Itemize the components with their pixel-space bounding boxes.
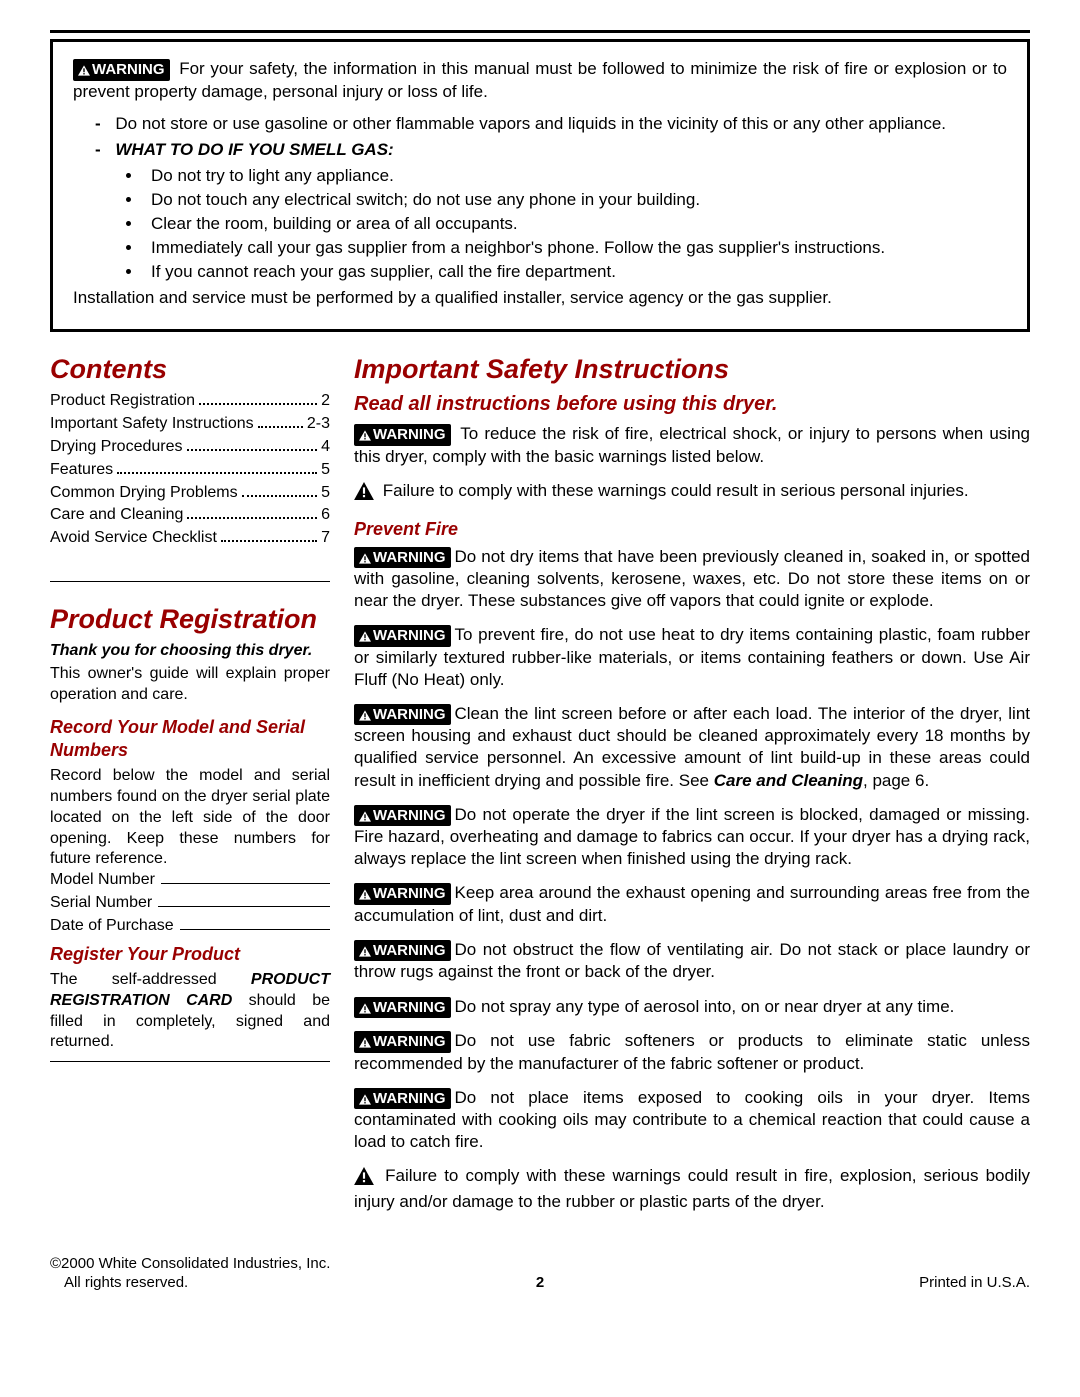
warning-badge: WARNING [354, 805, 451, 827]
smell-gas-heading: WHAT TO DO IF YOU SMELL GAS: [115, 140, 393, 159]
toc-row: Care and Cleaning6 [50, 505, 330, 526]
thankyou-line: Thank you for choosing this dryer. [50, 641, 330, 662]
model-label: Model Number [50, 870, 155, 891]
warning-item: WARNINGDo not dry items that have been p… [354, 546, 1030, 613]
safety-subtitle: Read all instructions before using this … [354, 391, 1030, 417]
registration-title: Product Registration [50, 602, 330, 637]
bullet-list: Do not try to light any appliance. Do no… [73, 165, 1007, 283]
warning-badge: WARNING [354, 883, 451, 905]
warning-badge: WARNING [354, 1088, 451, 1110]
fill-line [161, 883, 330, 884]
page-number: 2 [536, 1273, 544, 1293]
contents-title: Contents [50, 352, 330, 387]
register-text: The self-addressed PRODUCT REGISTRATION … [50, 970, 330, 1053]
fill-line [158, 906, 330, 907]
dash-item-text: Do not store or use gasoline or other fl… [115, 114, 946, 133]
top-warning-box: WARNING For your safety, the information… [50, 39, 1030, 332]
two-column-layout: Contents Product Registration2 Important… [50, 352, 1030, 1213]
warning-item: WARNINGClean the lint screen before or a… [354, 703, 1030, 792]
warning-badge: WARNING [354, 704, 451, 726]
record-heading: Record Your Model and Serial Numbers [50, 716, 330, 763]
install-note: Installation and service must be perform… [73, 287, 1007, 309]
serial-number-field[interactable]: Serial Number [50, 893, 330, 914]
warning-intro: WARNING For your safety, the information… [73, 58, 1007, 103]
warning-badge-text: WARNING [92, 61, 165, 78]
warning-item: WARNINGDo not place items exposed to coo… [354, 1087, 1030, 1154]
dash-list: Do not store or use gasoline or other fl… [73, 113, 1007, 161]
warning-item: WARNINGDo not operate the dryer if the l… [354, 804, 1030, 871]
caution-triangle-icon [354, 482, 374, 506]
warning-item: WARNINGDo not use fabric softeners or pr… [354, 1030, 1030, 1075]
top-rule [50, 30, 1030, 33]
caution-line: Failure to comply with these warnings co… [354, 1165, 1030, 1213]
separator [50, 581, 330, 582]
registration-intro: This owner's guide will explain proper o… [50, 664, 330, 706]
caution-triangle-icon [354, 1167, 374, 1191]
safety-intro: WARNING To reduce the risk of fire, elec… [354, 423, 1030, 468]
warning-badge: WARNING [354, 625, 451, 647]
date-label: Date of Purchase [50, 916, 174, 937]
toc-row: Important Safety Instructions2-3 [50, 414, 330, 435]
toc-row: Avoid Service Checklist7 [50, 528, 330, 549]
separator [50, 1061, 330, 1062]
bullet-item: Do not try to light any appliance. [143, 165, 1007, 187]
bullet-item: Do not touch any electrical switch; do n… [143, 189, 1007, 211]
dash-item: Do not store or use gasoline or other fl… [73, 113, 1007, 135]
warning-item: WARNINGDo not spray any type of aerosol … [354, 996, 1030, 1019]
toc-row: Common Drying Problems5 [50, 483, 330, 504]
warning-badge: WARNING [354, 940, 451, 962]
toc: Product Registration2 Important Safety I… [50, 391, 330, 549]
warning-item: WARNINGKeep area around the exhaust open… [354, 882, 1030, 927]
bullet-item: Clear the room, building or area of all … [143, 213, 1007, 235]
safety-title: Important Safety Instructions [354, 352, 1030, 387]
footer-copyright: ©2000 White Consolidated Industries, Inc… [50, 1254, 330, 1293]
date-purchase-field[interactable]: Date of Purchase [50, 916, 330, 937]
model-number-field[interactable]: Model Number [50, 870, 330, 891]
fill-line [180, 929, 330, 930]
serial-label: Serial Number [50, 893, 152, 914]
record-text: Record below the model and serial number… [50, 766, 330, 870]
toc-row: Product Registration2 [50, 391, 330, 412]
warning-badge: WARNING [354, 1031, 451, 1053]
warning-badge: WARNING [354, 997, 451, 1019]
right-column: Important Safety Instructions Read all i… [354, 352, 1030, 1213]
footer-printed: Printed in U.S.A. [919, 1273, 1030, 1293]
warning-item: WARNINGDo not obstruct the flow of venti… [354, 939, 1030, 984]
caution-line: Failure to comply with these warnings co… [354, 480, 1030, 506]
dash-item: WHAT TO DO IF YOU SMELL GAS: [73, 139, 1007, 161]
left-column: Contents Product Registration2 Important… [50, 352, 330, 1213]
toc-row: Drying Procedures4 [50, 437, 330, 458]
register-product-heading: Register Your Product [50, 943, 330, 966]
toc-row: Features5 [50, 460, 330, 481]
prevent-fire-heading: Prevent Fire [354, 518, 1030, 541]
warning-intro-text: For your safety, the information in this… [73, 59, 1007, 101]
warning-badge: WARNING [354, 547, 451, 569]
warning-item: WARNINGTo prevent fire, do not use heat … [354, 624, 1030, 691]
warning-badge: WARNING [354, 424, 451, 446]
footer: ©2000 White Consolidated Industries, Inc… [50, 1254, 1030, 1293]
bullet-item: If you cannot reach your gas supplier, c… [143, 261, 1007, 283]
warning-badge: WARNING [73, 59, 170, 81]
bullet-item: Immediately call your gas supplier from … [143, 237, 1007, 259]
